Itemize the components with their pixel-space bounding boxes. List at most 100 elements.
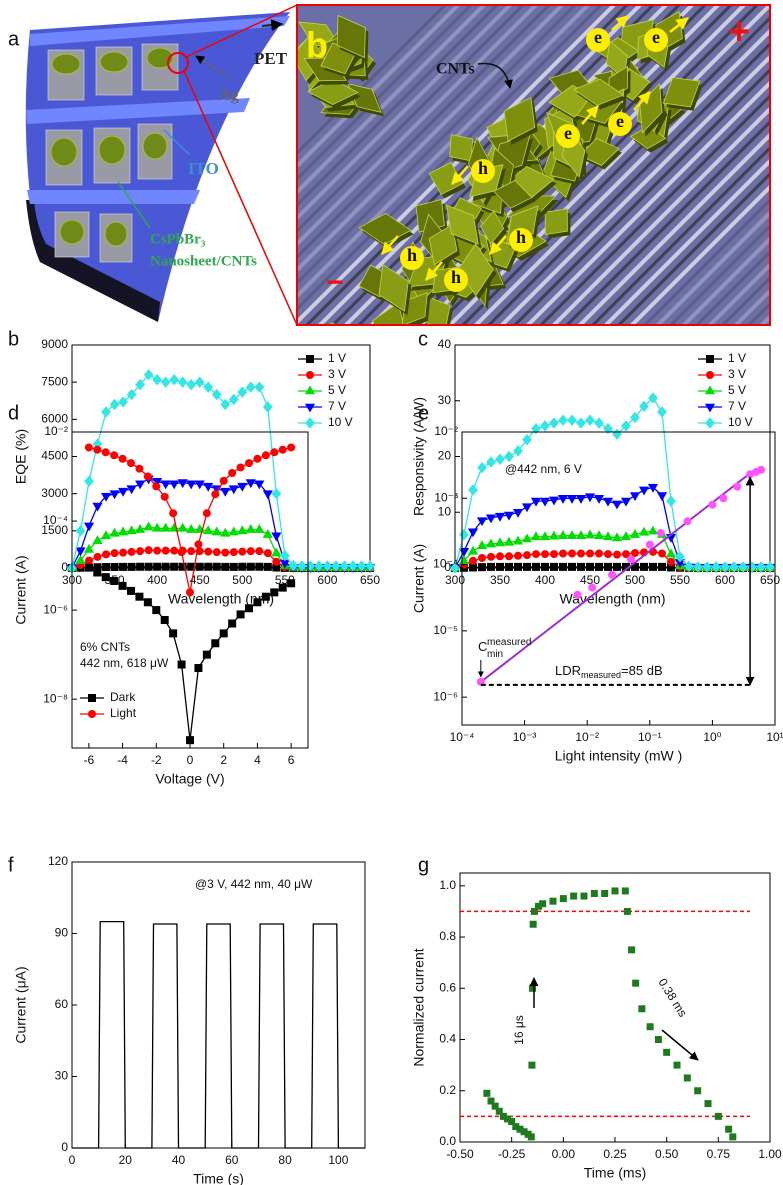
inset-frame <box>296 4 771 326</box>
marker <box>626 555 635 564</box>
legend-label: 10 V <box>728 415 753 429</box>
marker <box>100 492 112 502</box>
marker <box>658 562 666 571</box>
marker <box>220 487 231 497</box>
marker <box>279 549 290 562</box>
marker <box>287 443 296 452</box>
marker <box>152 606 161 615</box>
marker <box>169 629 178 638</box>
nanosheet <box>572 78 625 106</box>
stripe <box>708 263 769 324</box>
marker <box>594 417 604 429</box>
marker <box>84 475 94 487</box>
stripe <box>643 198 769 324</box>
marker <box>639 400 649 412</box>
marker <box>270 448 279 457</box>
marker <box>263 562 272 571</box>
legend-label: 5 V <box>328 383 346 397</box>
legend-marker <box>706 371 714 379</box>
marker <box>708 500 717 509</box>
stripe <box>578 133 769 324</box>
legend-label: 3 V <box>328 367 346 381</box>
nanosheet <box>492 180 533 209</box>
annotation: 0.38 ms <box>655 976 689 1020</box>
marker <box>647 525 659 535</box>
marker <box>494 537 506 547</box>
panel-label: e <box>418 402 429 424</box>
marker <box>255 562 264 571</box>
y-axis-title: Current (A) <box>411 544 427 613</box>
marker <box>621 887 629 895</box>
marker <box>236 463 245 472</box>
plot-frame <box>461 431 776 726</box>
marker <box>531 422 541 435</box>
x-tick-label: 650 <box>360 573 380 587</box>
legend-label: 3 V <box>728 367 746 381</box>
marker <box>530 907 538 915</box>
y-tick-label: 10⁻⁵ <box>433 623 458 637</box>
marker <box>666 495 676 507</box>
legend-marker <box>88 694 96 702</box>
marker <box>85 556 94 565</box>
marker <box>532 562 540 571</box>
pet-label: PET <box>254 49 288 68</box>
marker <box>228 526 239 536</box>
marker <box>603 422 613 435</box>
marker <box>512 508 524 518</box>
legend-label: 7 V <box>728 399 746 413</box>
electron-label: e <box>594 27 602 47</box>
marker <box>539 497 551 507</box>
marker <box>253 598 262 607</box>
nanosheet <box>415 199 445 233</box>
hole-arrow <box>489 235 507 255</box>
marker <box>620 531 632 541</box>
stripe <box>298 6 525 233</box>
marker <box>135 592 144 601</box>
marker <box>135 464 144 473</box>
stripe <box>298 6 551 259</box>
marker <box>229 562 238 571</box>
cluster <box>104 221 128 247</box>
x-tick-label: 400 <box>535 573 555 587</box>
y-tick-label: 30 <box>438 393 452 407</box>
marker <box>675 551 685 563</box>
marker <box>126 525 137 535</box>
marker <box>194 480 205 490</box>
legend-marker <box>306 371 314 379</box>
marker <box>109 527 120 537</box>
y-tick-label: 0.4 <box>439 1032 456 1046</box>
legend-marker <box>704 385 716 395</box>
x-tick-label: 450 <box>190 573 210 587</box>
marker <box>278 445 287 454</box>
marker <box>505 552 513 561</box>
marker <box>365 560 375 572</box>
marker <box>83 543 95 553</box>
marker <box>523 562 531 571</box>
perovskite-clusters <box>50 47 174 247</box>
marker <box>628 946 636 954</box>
hole <box>444 268 468 292</box>
marker <box>590 889 598 897</box>
stripe <box>298 6 473 181</box>
x-tick-label: -4 <box>117 753 128 767</box>
marker <box>530 531 542 541</box>
marker <box>613 550 621 559</box>
hole <box>471 159 495 183</box>
marker <box>238 547 247 556</box>
marker <box>270 588 279 597</box>
x-tick-label: 650 <box>760 573 780 587</box>
marker <box>272 557 281 566</box>
marker <box>611 500 623 510</box>
marker <box>720 561 730 573</box>
electron <box>556 124 580 148</box>
zoom-inset: b CNTs + − e e e e h h h h <box>296 4 771 326</box>
marker <box>93 445 102 454</box>
marker <box>119 548 128 557</box>
stripe <box>656 211 769 324</box>
x-tick-label: 10⁻⁴ <box>450 730 475 744</box>
marker <box>486 456 496 468</box>
stripe <box>298 6 603 311</box>
marker <box>152 374 163 386</box>
marker <box>704 1100 712 1108</box>
marker <box>539 900 547 908</box>
